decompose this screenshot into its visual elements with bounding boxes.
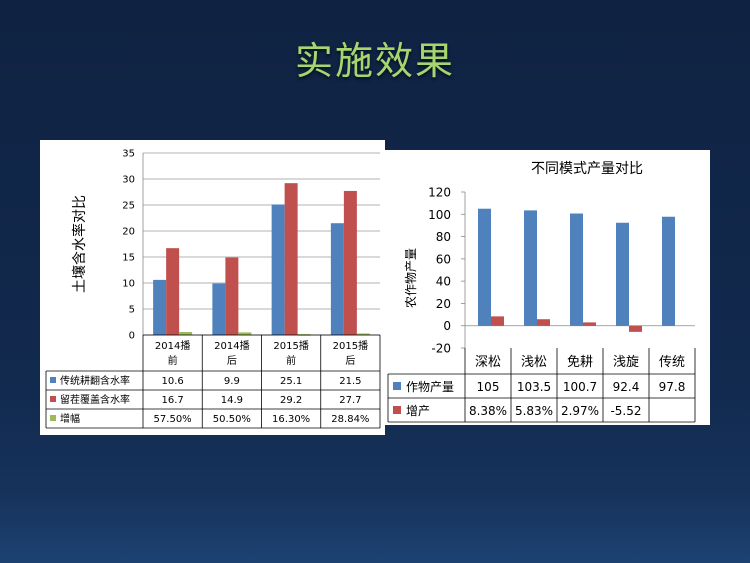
bar-2-2 <box>537 319 550 326</box>
x-tick-label-line2: 前 <box>168 354 178 367</box>
y-tick-label: 10 <box>122 279 135 290</box>
data-table-value: 103.5 <box>517 380 551 394</box>
x-tick-label: 传统 <box>659 355 685 370</box>
data-table-value: 21.5 <box>339 376 361 387</box>
y-tick-label: 120 <box>428 186 451 200</box>
data-table-value: 2.97% <box>561 404 599 418</box>
legend-swatch <box>393 406 401 414</box>
data-table-value: 14.9 <box>221 395 243 406</box>
x-tick-label-line2: 后 <box>345 355 355 367</box>
data-table-value: 28.84% <box>331 414 369 425</box>
y-tick-label: 25 <box>122 201 135 212</box>
bar-1-3 <box>570 213 583 326</box>
bar-1-5 <box>662 216 675 326</box>
legend-swatch <box>50 396 56 402</box>
data-table-value: 29.2 <box>280 395 302 406</box>
bar-1-4 <box>330 223 344 335</box>
data-table-value: 16.7 <box>161 395 183 406</box>
bar-1-3 <box>271 204 285 335</box>
y-tick-label: 20 <box>122 227 135 238</box>
bar-1-2 <box>524 210 537 326</box>
x-tick-label: 深松 <box>475 355 501 370</box>
x-tick-label-line2: 前 <box>286 354 296 367</box>
bar-1-1 <box>153 279 167 335</box>
legend-label: 传统耕翻含水率 <box>60 374 130 387</box>
legend-swatch <box>50 377 56 383</box>
y-tick-label: 35 <box>122 149 135 160</box>
bar-1-4 <box>616 222 629 326</box>
bar-2-2 <box>225 257 239 335</box>
data-table-value: 27.7 <box>339 395 361 406</box>
y-tick-label: 40 <box>436 275 451 289</box>
y-tick-label: 5 <box>129 305 135 316</box>
legend-label: 作物产量 <box>406 380 454 394</box>
data-table-value: 105 <box>477 380 500 394</box>
x-tick-label-line1: 2015播 <box>273 339 308 352</box>
bar-3-1 <box>179 332 193 335</box>
data-table-value: 16.30% <box>272 414 310 425</box>
legend-swatch <box>393 382 401 390</box>
bar-2-3 <box>583 322 596 326</box>
legend-swatch <box>50 415 56 421</box>
legend-label: 留茬覆盖含水率 <box>60 393 130 406</box>
x-tick-label: 免耕 <box>567 354 593 370</box>
data-table-value: 10.6 <box>161 376 183 387</box>
x-tick-label-line2: 后 <box>227 355 237 367</box>
y-tick-label: 20 <box>436 297 451 311</box>
x-tick-label-line1: 2015播 <box>333 339 368 352</box>
data-table-value: -5.52 <box>610 404 641 418</box>
y-tick-label: 15 <box>122 253 135 264</box>
x-tick-label: 浅旋 <box>613 355 639 370</box>
bar-2-1 <box>166 248 180 335</box>
slide-title: 实施效果 <box>294 39 455 83</box>
data-table-value: 9.9 <box>224 376 240 387</box>
bar-3-4 <box>356 333 370 336</box>
data-table-value: 57.50% <box>154 414 192 425</box>
y-tick-label: -20 <box>431 342 451 356</box>
bar-1-2 <box>212 283 226 335</box>
bar-3-2 <box>238 332 252 335</box>
y-tick-label: 80 <box>436 230 451 244</box>
legend-label: 增产 <box>406 404 430 418</box>
data-table-value: 5.83% <box>515 404 553 418</box>
legend-label: 增幅 <box>60 412 80 425</box>
x-tick-label-line1: 2014播 <box>214 339 249 352</box>
bar-2-4 <box>629 325 642 332</box>
bar-2-4 <box>343 190 357 335</box>
x-tick-label: 浅松 <box>521 355 547 370</box>
bar-2-3 <box>284 183 298 335</box>
y-tick-label: 0 <box>129 331 135 342</box>
data-table-value: 97.8 <box>659 380 686 394</box>
y-tick-label: 30 <box>122 175 135 186</box>
y-axis-label: 土壤含水率对比 <box>71 195 88 293</box>
data-table-value: 92.4 <box>613 380 640 394</box>
data-table-value: 50.50% <box>213 414 251 425</box>
x-tick-label-line1: 2014播 <box>155 339 190 352</box>
y-tick-label: 0 <box>443 319 451 333</box>
data-table-value: 25.1 <box>280 376 302 387</box>
data-table-value: 8.38% <box>469 404 507 418</box>
data-table-value: 100.7 <box>563 380 597 394</box>
y-tick-label: 60 <box>436 252 451 266</box>
bar-1-1 <box>478 208 491 326</box>
y-axis-label: 农作物产量 <box>404 248 418 308</box>
chart-title: 不同模式产量对比 <box>531 161 643 177</box>
y-tick-label: 100 <box>428 208 451 222</box>
bar-2-1 <box>491 316 504 326</box>
